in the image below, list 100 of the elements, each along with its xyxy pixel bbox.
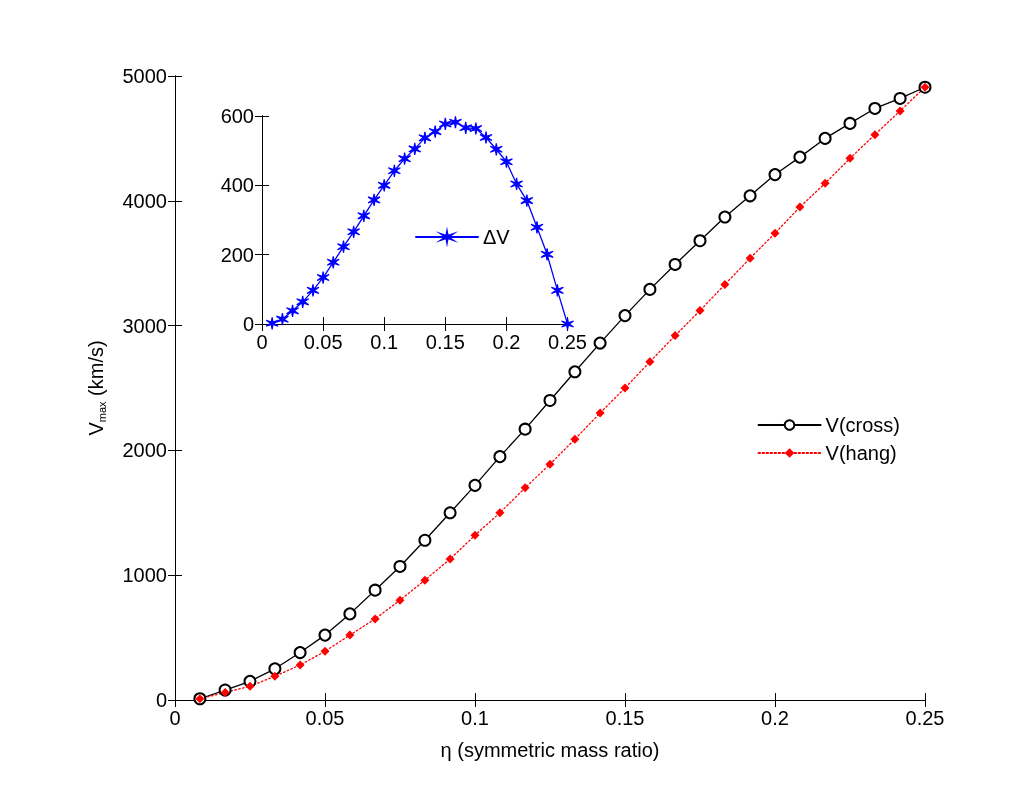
point — [560, 317, 575, 331]
point — [275, 312, 290, 326]
y-tick-label: 400 — [220, 174, 254, 197]
point — [550, 283, 564, 297]
point — [695, 306, 705, 316]
point — [545, 459, 555, 469]
point — [469, 121, 483, 136]
point — [509, 177, 524, 191]
point — [743, 189, 757, 203]
x-tick-label: 0.05 — [303, 331, 343, 353]
y-axis-title: Vmax (km/s) — [84, 340, 108, 436]
point — [438, 117, 452, 131]
x-tick-label: 0.2 — [761, 707, 789, 729]
point — [357, 209, 371, 223]
point — [645, 357, 655, 367]
point — [293, 646, 307, 660]
point — [618, 309, 632, 323]
point — [220, 688, 230, 698]
point — [320, 646, 330, 656]
y-tick-label: 0 — [155, 689, 167, 711]
point — [268, 662, 282, 676]
point — [843, 116, 857, 130]
y-tick-label: 0 — [242, 313, 254, 335]
point — [448, 115, 463, 129]
point — [387, 164, 401, 178]
point — [493, 450, 507, 464]
point — [718, 210, 732, 224]
point — [845, 153, 855, 163]
point — [270, 671, 280, 681]
point — [368, 583, 382, 597]
legend-label: ΔV — [483, 226, 511, 248]
point — [620, 383, 630, 393]
legend-label: V(hang) — [825, 442, 897, 464]
point — [347, 225, 361, 239]
y-tick-label: 2000 — [122, 439, 167, 462]
point — [408, 142, 422, 156]
x-tick-label: 0 — [256, 331, 268, 353]
x-tick-label: 0.25 — [548, 331, 588, 353]
point — [393, 559, 407, 573]
point — [245, 681, 255, 691]
point — [336, 240, 351, 254]
point — [595, 408, 605, 418]
point — [818, 131, 832, 145]
point — [296, 295, 310, 309]
point — [720, 279, 730, 289]
point — [530, 220, 544, 234]
x-tick-label: 0.05 — [305, 707, 345, 729]
point — [418, 533, 432, 547]
point — [570, 434, 580, 444]
point — [418, 131, 432, 145]
point — [318, 628, 332, 642]
point — [420, 575, 430, 585]
point — [306, 283, 320, 297]
point — [593, 336, 607, 350]
point — [795, 202, 805, 212]
y-tick-label: 200 — [220, 243, 254, 266]
point — [540, 247, 554, 261]
point — [768, 168, 782, 182]
point — [668, 257, 682, 271]
y-tick-label: 600 — [220, 105, 254, 127]
x-tick-label: 0.15 — [605, 707, 645, 729]
point — [285, 304, 300, 318]
point — [367, 193, 381, 207]
point — [895, 106, 905, 116]
x-tick-label: 0.1 — [461, 707, 489, 729]
point — [470, 530, 480, 540]
point — [568, 365, 582, 379]
point — [326, 255, 340, 269]
point — [870, 130, 880, 140]
point — [693, 234, 707, 248]
point — [868, 101, 882, 115]
legend-label: V(cross) — [825, 414, 901, 436]
point — [479, 130, 493, 145]
y-tick-label: 3000 — [122, 314, 167, 337]
point — [770, 228, 780, 238]
point — [370, 614, 380, 624]
x-tick-label: 0.2 — [492, 331, 521, 353]
point — [443, 506, 457, 520]
point — [295, 660, 305, 670]
point — [745, 253, 755, 263]
point — [893, 91, 907, 105]
point — [670, 331, 680, 341]
x-tick-label: 0.25 — [905, 707, 945, 729]
point — [428, 125, 442, 139]
point — [820, 178, 830, 188]
point — [793, 150, 807, 164]
point — [316, 270, 330, 285]
point — [520, 193, 534, 208]
point — [459, 121, 473, 135]
point — [518, 422, 532, 436]
point — [489, 142, 503, 156]
point — [543, 393, 557, 407]
point — [395, 595, 405, 605]
x-tick-label: 0 — [169, 707, 181, 729]
point — [499, 155, 514, 169]
point — [520, 483, 530, 493]
point — [377, 178, 391, 192]
point — [468, 478, 482, 492]
y-tick-label: 4000 — [122, 189, 167, 212]
point — [445, 554, 455, 564]
